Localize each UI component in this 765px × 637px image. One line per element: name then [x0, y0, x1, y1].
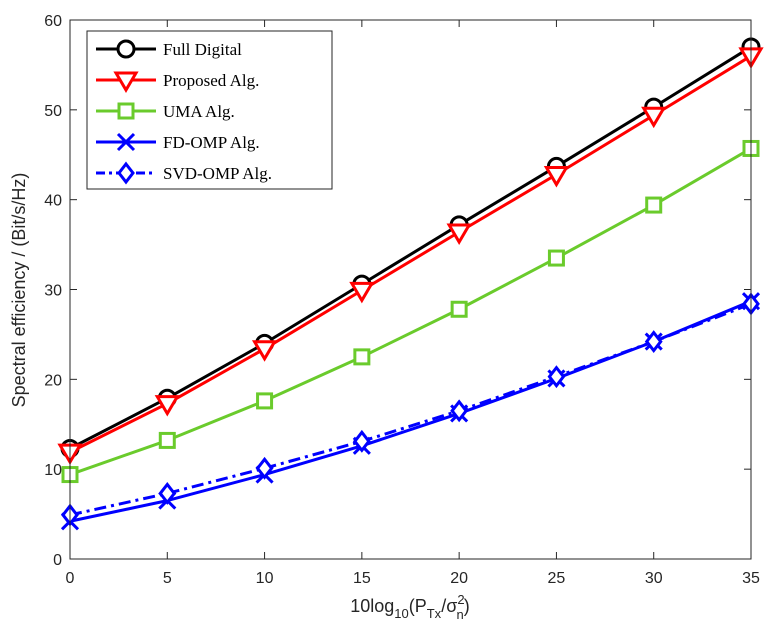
y-tick-label: 60 — [44, 13, 62, 30]
x-tick-label: 30 — [645, 570, 663, 587]
x-axis-title: 10log10(PTx/σ2 n) — [350, 592, 470, 622]
data-point — [644, 330, 663, 354]
x-tick-label: 15 — [353, 570, 371, 587]
series-2 — [57, 47, 764, 466]
legend-marker — [117, 102, 135, 120]
legend-marker — [113, 71, 139, 93]
x-tick-label: 0 — [66, 570, 75, 587]
series-layer — [57, 37, 764, 531]
y-tick-label: 40 — [44, 193, 62, 210]
x-axis-title-sup: 2 — [457, 592, 464, 607]
plot-frame — [69, 19, 752, 560]
data-point — [353, 348, 371, 366]
y-tick-label: 0 — [53, 552, 62, 569]
legend-label: Proposed Alg. — [163, 71, 259, 90]
data-point — [543, 166, 570, 188]
series-line — [69, 302, 752, 517]
x-tick-label: 20 — [450, 570, 468, 587]
x-axis-title-sub1: 10 — [394, 606, 408, 621]
data-point — [255, 456, 274, 480]
series-line — [69, 45, 752, 450]
x-axis-title-prefix: 10log — [350, 596, 394, 616]
data-point — [547, 249, 565, 267]
legend-label: Full Digital — [163, 40, 242, 59]
y-tick-label: 10 — [44, 462, 62, 479]
legend-label: FD-OMP Alg. — [163, 133, 260, 152]
data-point — [158, 431, 176, 449]
y-axis-title: Spectral efficiency / (Bit/s/Hz) — [9, 173, 29, 408]
x-axis-title-slash: /σ — [441, 596, 457, 616]
y-axis-ticks: 0 10 20 30 40 50 60 — [44, 13, 751, 569]
x-axis-title-close: ) — [464, 596, 470, 616]
x-axis-ticks: 0 5 10 15 20 25 30 35 — [66, 20, 760, 587]
data-point — [547, 365, 566, 389]
x-tick-label: 10 — [256, 570, 274, 587]
data-point — [256, 392, 274, 410]
data-point — [450, 300, 468, 318]
series-line — [69, 54, 752, 454]
data-point — [641, 106, 667, 129]
series-5 — [61, 292, 760, 527]
data-point — [446, 223, 472, 245]
data-point — [352, 429, 371, 453]
x-tick-label: 25 — [548, 570, 566, 587]
series-line — [69, 147, 752, 476]
x-tick-label: 5 — [163, 570, 172, 587]
legend-marker — [116, 39, 136, 59]
y-tick-label: 20 — [44, 372, 62, 389]
legend-marker — [116, 132, 136, 152]
legend-label: SVD-OMP Alg. — [163, 164, 272, 183]
legend: Full Digital Proposed Alg. UMA Alg. FD-OMP … — [86, 30, 333, 190]
x-axis-title-sub3: n — [457, 607, 464, 622]
data-point — [158, 481, 177, 505]
data-point — [154, 395, 180, 417]
data-point — [450, 399, 469, 423]
legend-label: UMA Alg. — [163, 102, 235, 121]
x-axis-title-sub2: Tx — [427, 606, 442, 621]
legend-marker — [117, 161, 135, 185]
data-point — [645, 196, 663, 214]
y-tick-label: 30 — [44, 283, 62, 300]
data-point — [349, 281, 375, 304]
x-axis-title-open: (P — [409, 596, 427, 616]
data-point — [251, 340, 278, 362]
y-tick-label: 50 — [44, 103, 62, 120]
series-3 — [61, 139, 760, 484]
x-tick-label: 35 — [742, 570, 760, 587]
